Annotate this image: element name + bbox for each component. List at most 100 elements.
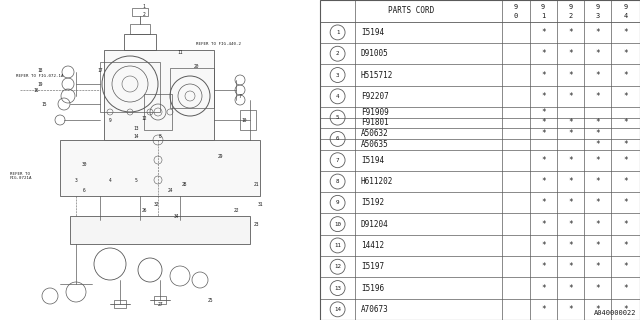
Text: 12: 12 <box>141 116 147 121</box>
Text: *: * <box>568 49 573 58</box>
Text: 13: 13 <box>133 125 139 131</box>
Bar <box>154 296 166 304</box>
Text: *: * <box>541 305 545 314</box>
Text: A70673: A70673 <box>361 305 388 314</box>
Text: 9: 9 <box>541 4 545 10</box>
Text: *: * <box>568 70 573 79</box>
Text: *: * <box>595 305 600 314</box>
Text: *: * <box>595 28 600 37</box>
Text: *: * <box>623 177 628 186</box>
Text: 32: 32 <box>153 202 159 206</box>
Text: 9: 9 <box>514 4 518 10</box>
Text: 34: 34 <box>173 213 179 219</box>
Text: 30: 30 <box>81 162 87 166</box>
Text: *: * <box>568 92 573 101</box>
Text: *: * <box>541 28 545 37</box>
Text: 13: 13 <box>334 285 341 291</box>
Text: 23: 23 <box>253 221 259 227</box>
Text: 22: 22 <box>233 207 239 212</box>
Text: 9: 9 <box>109 117 111 123</box>
Text: *: * <box>541 70 545 79</box>
Text: REFER TO FIG.072-1A: REFER TO FIG.072-1A <box>16 74 63 78</box>
Text: *: * <box>568 177 573 186</box>
Text: 1: 1 <box>541 13 545 19</box>
Bar <box>132 8 148 16</box>
Text: 2: 2 <box>568 13 573 19</box>
Text: *: * <box>595 156 600 165</box>
Text: *: * <box>541 177 545 186</box>
Text: 4: 4 <box>109 178 111 182</box>
Text: 20: 20 <box>193 63 199 68</box>
Text: I5192: I5192 <box>361 198 384 207</box>
Text: *: * <box>568 262 573 271</box>
Text: *: * <box>568 220 573 228</box>
Text: D91204: D91204 <box>361 220 388 228</box>
Bar <box>124 34 156 50</box>
Bar <box>70 216 250 244</box>
Text: 10: 10 <box>241 117 247 123</box>
Text: *: * <box>568 241 573 250</box>
Bar <box>60 140 260 196</box>
Text: H611202: H611202 <box>361 177 394 186</box>
Text: 15: 15 <box>41 101 47 107</box>
Text: *: * <box>541 220 545 228</box>
Text: REFER TO FIG.440-2: REFER TO FIG.440-2 <box>196 42 241 46</box>
Text: *: * <box>623 220 628 228</box>
Text: 26: 26 <box>141 207 147 212</box>
Text: I5197: I5197 <box>361 262 384 271</box>
Text: 29: 29 <box>217 154 223 158</box>
Text: 9: 9 <box>623 4 628 10</box>
Text: *: * <box>595 92 600 101</box>
Text: *: * <box>568 28 573 37</box>
Text: *: * <box>541 262 545 271</box>
Text: I5196: I5196 <box>361 284 384 292</box>
Text: *: * <box>595 262 600 271</box>
Text: F92207: F92207 <box>361 92 388 101</box>
Text: 4: 4 <box>336 94 339 99</box>
Text: *: * <box>623 305 628 314</box>
Text: *: * <box>623 241 628 250</box>
Text: *: * <box>595 177 600 186</box>
Text: 11: 11 <box>177 50 183 54</box>
Text: 5: 5 <box>336 115 339 120</box>
Text: D91005: D91005 <box>361 49 388 58</box>
Text: *: * <box>541 118 545 127</box>
Text: *: * <box>595 198 600 207</box>
Text: 2: 2 <box>336 51 339 56</box>
Text: *: * <box>623 28 628 37</box>
Text: 9: 9 <box>595 4 600 10</box>
Text: A040000022: A040000022 <box>595 310 637 316</box>
Text: 28: 28 <box>181 181 187 187</box>
Text: *: * <box>568 129 573 138</box>
Bar <box>100 62 160 112</box>
Text: 0: 0 <box>514 13 518 19</box>
Bar <box>240 110 256 130</box>
Text: *: * <box>595 49 600 58</box>
Text: 9: 9 <box>568 4 573 10</box>
Text: *: * <box>541 129 545 138</box>
Text: 31: 31 <box>257 202 263 206</box>
Text: PARTS CORD: PARTS CORD <box>388 6 435 15</box>
Text: *: * <box>595 129 600 138</box>
Text: I5194: I5194 <box>361 28 384 37</box>
Text: 6: 6 <box>83 188 85 193</box>
Text: *: * <box>541 198 545 207</box>
Text: *: * <box>568 284 573 292</box>
Text: 14: 14 <box>334 307 341 312</box>
Text: H515712: H515712 <box>361 70 394 79</box>
Text: 7: 7 <box>239 93 241 99</box>
Text: *: * <box>541 156 545 165</box>
Bar <box>114 300 126 308</box>
Text: *: * <box>623 92 628 101</box>
Text: F91909: F91909 <box>361 108 388 117</box>
Text: 11: 11 <box>334 243 341 248</box>
Text: 10: 10 <box>334 222 341 227</box>
Text: *: * <box>623 140 628 149</box>
Text: F91801: F91801 <box>361 118 388 127</box>
Text: 19: 19 <box>37 82 43 86</box>
Text: 6: 6 <box>336 136 339 141</box>
Text: *: * <box>595 140 600 149</box>
Text: 16: 16 <box>33 87 39 92</box>
Text: 18: 18 <box>37 68 43 73</box>
Text: *: * <box>541 92 545 101</box>
